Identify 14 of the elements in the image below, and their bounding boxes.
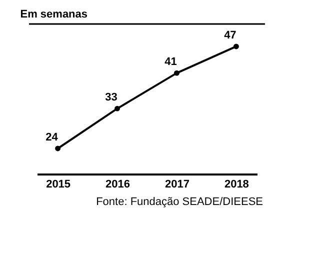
point [55, 146, 61, 152]
data-label: 33 [105, 92, 118, 104]
x-tick-label: 2017 [164, 178, 190, 190]
source-note: Fonte: Fundação SEADE/DIEESE [96, 196, 263, 208]
data-label: 24 [46, 131, 59, 144]
data-label: 41 [164, 56, 177, 68]
x-tick-label: 2015 [46, 178, 71, 190]
point [174, 70, 180, 76]
x-tick-label: 2016 [106, 178, 130, 190]
x-tick-label: 2018 [224, 178, 249, 190]
point [114, 106, 120, 112]
point [233, 44, 239, 50]
chart-title: Em semanas [20, 8, 88, 20]
data-label: 47 [224, 29, 236, 42]
